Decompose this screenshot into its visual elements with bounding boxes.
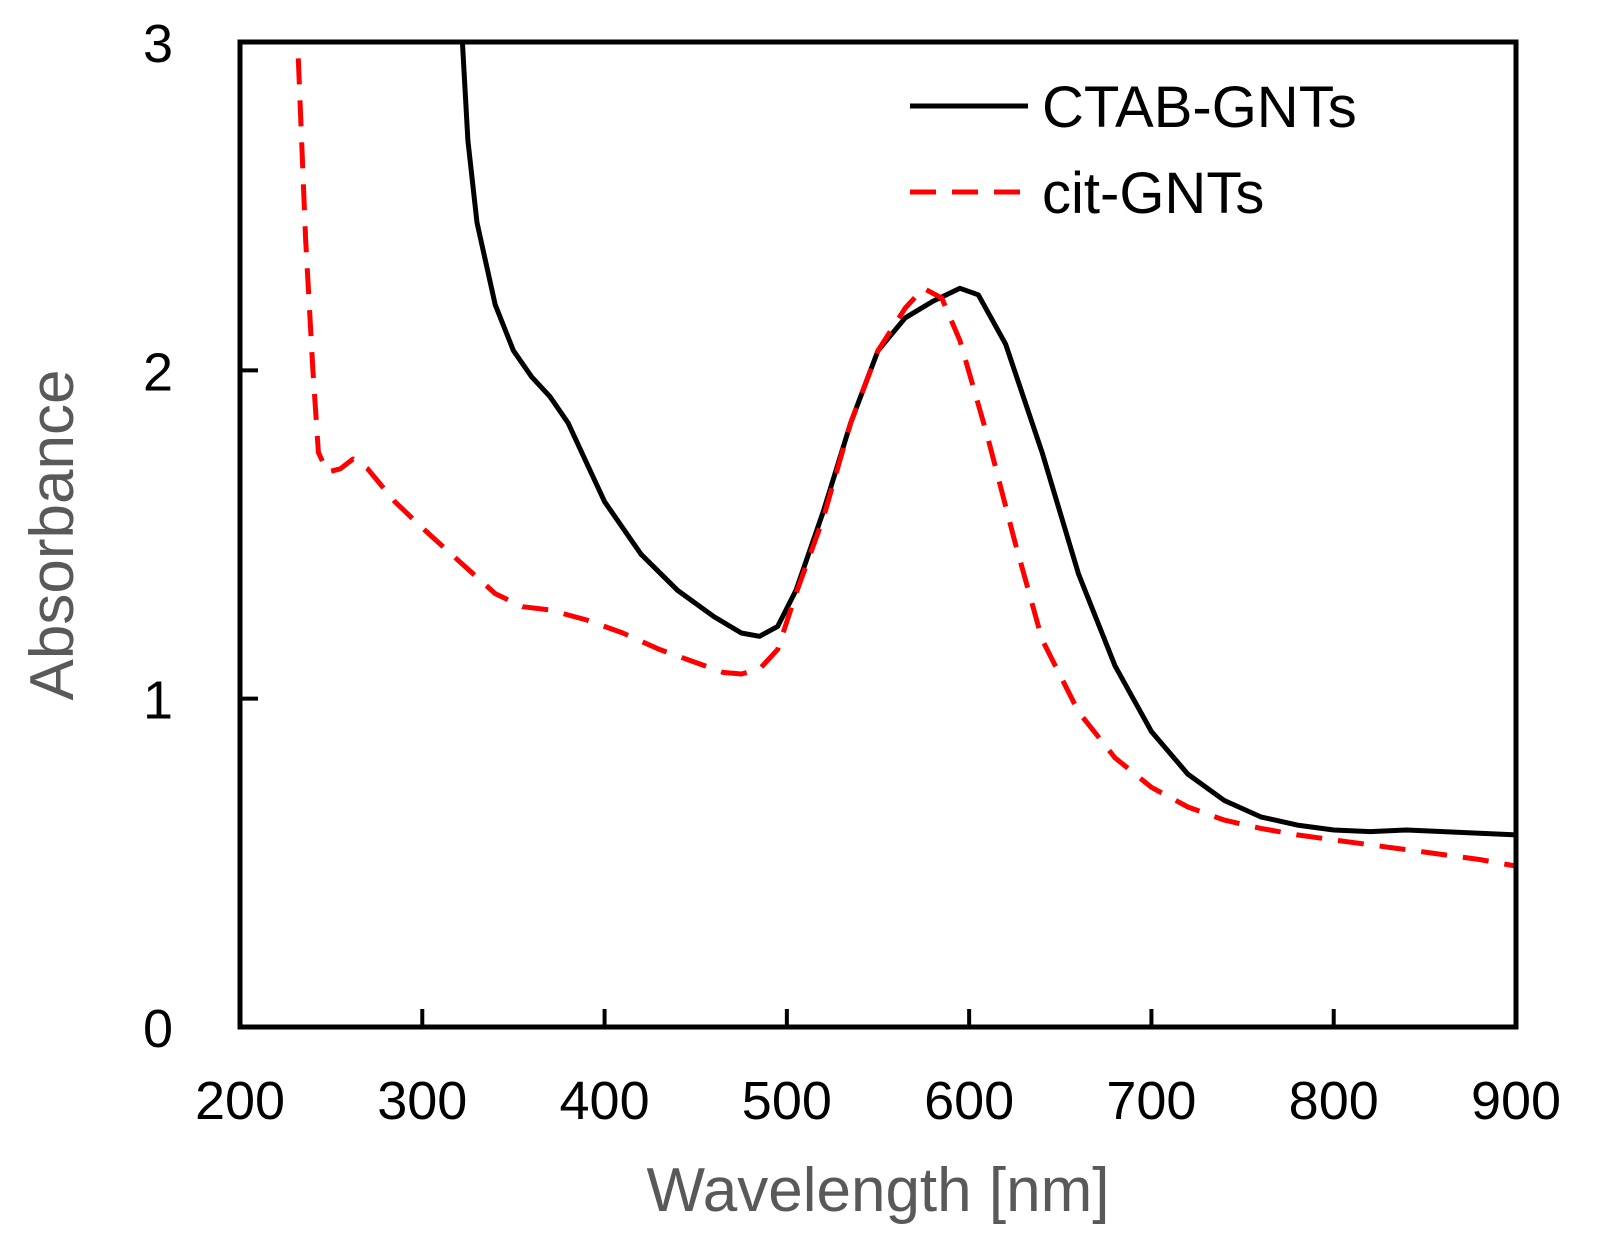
y-axis-ticks: 0 1 2 3: [143, 14, 258, 1059]
legend-label: CTAB-GNTs: [1042, 75, 1357, 140]
x-tick-label: 200: [195, 1071, 285, 1131]
x-tick-label: 300: [377, 1071, 467, 1131]
x-tick-label: 800: [1289, 1071, 1379, 1131]
x-tick-label: 400: [560, 1071, 650, 1131]
y-tick-label: 1: [143, 671, 173, 731]
series-line-ctab-gnts: [459, 42, 1516, 838]
legend: CTAB-GNTs cit-GNTs: [910, 75, 1357, 226]
plot-frame: [237, 39, 1519, 1030]
series-layer: [295, 42, 1516, 869]
x-tick-label: 600: [924, 1071, 1014, 1131]
y-tick-label: 0: [143, 999, 173, 1059]
x-tick-label: 900: [1471, 1071, 1561, 1131]
series-line-cit-gnts: [295, 58, 1516, 869]
legend-label: cit-GNTs: [1042, 161, 1264, 226]
y-tick-label: 2: [143, 342, 173, 402]
y-tick-label: 3: [143, 14, 173, 74]
y-axis-title: Absorbance: [18, 370, 87, 701]
x-tick-label: 500: [742, 1071, 832, 1131]
x-axis-title: Wavelength [nm]: [647, 1156, 1110, 1225]
x-axis-ticks: 200 300 400 500 600 700 800 900: [195, 1009, 1561, 1131]
x-tick-label: 700: [1106, 1071, 1196, 1131]
